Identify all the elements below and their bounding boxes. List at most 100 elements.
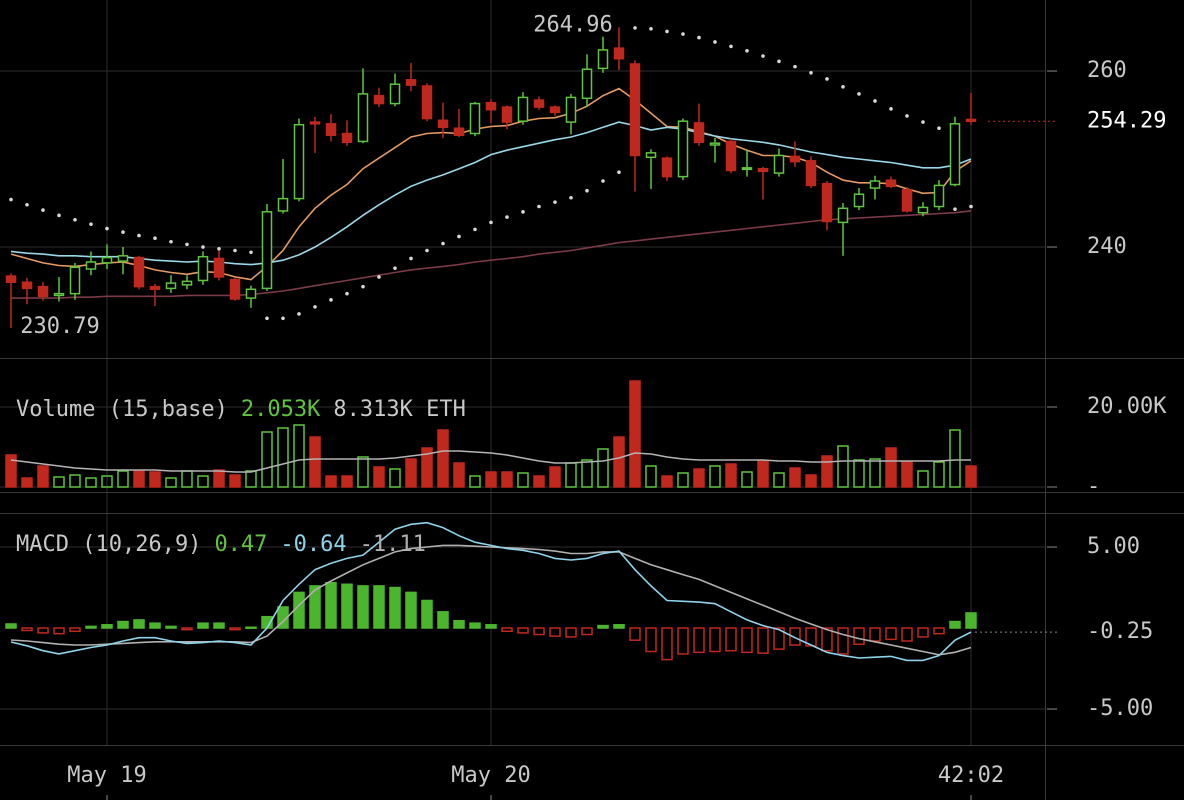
y-tick-label: 240 [1087,234,1127,259]
macd-histogram-bar [949,620,961,629]
candle-body [885,179,897,188]
volume-bar [341,475,353,488]
volume-bar [453,462,465,488]
y-tick-label: - [1087,474,1100,499]
sar-dot [137,233,141,238]
sar-dot [153,236,157,241]
candle-body [293,123,305,200]
sar-dot [745,48,749,53]
candle-body [229,278,241,300]
sar-dot [281,316,285,321]
sar-dot [441,241,445,246]
y-tick-label: 20.00K [1087,394,1167,419]
candle-body [357,93,369,143]
macd-histogram-bar [117,620,129,629]
sar-dot [457,234,461,239]
candle-body [469,102,481,135]
macd-histogram-bar [469,622,481,629]
sar-dot [121,230,125,234]
macd-histogram-bar [533,627,545,636]
candle-body [933,184,945,208]
sar-dot [361,284,365,289]
volume-bar [661,475,673,488]
macd-histogram-bar [693,627,705,654]
panel-title: Volume (15,base) [16,397,228,422]
sar-dot [729,44,733,49]
macd-histogram-bar [677,627,689,655]
candle-body [613,47,625,60]
volume-bar [85,477,97,488]
volume-bar [69,474,81,488]
sar-dot [425,248,429,253]
candle-body [341,132,353,144]
macd-histogram-bar [53,627,65,635]
sar-dot [345,291,349,296]
candle-body [533,99,545,108]
sar-dot [217,246,221,251]
volume-bar [261,431,273,488]
sar-dot [409,256,413,261]
volume-bar [677,472,689,488]
sar-dot [585,188,589,193]
sar-dot [233,248,237,253]
volume-bar [773,472,785,488]
last-value-label: -0.25 [1087,619,1153,644]
sar-dot [169,239,173,244]
macd-histogram-bar [213,622,225,629]
sar-dot [809,70,813,75]
volume-bar [469,475,481,488]
volume-bar [437,429,449,488]
sar-dot [313,305,317,309]
sar-dot [937,126,941,131]
volume-bar [501,471,513,488]
panel-legend: MACD (10,26,9) 0.47 -0.64 -1.11 [16,532,426,557]
sar-dot [761,54,765,58]
macd-histogram-bar [549,627,561,637]
candle-body [789,155,801,163]
macd-histogram-bar [773,627,785,650]
panel-title: MACD (10,26,9) [16,532,201,557]
sar-dot [617,170,621,175]
last-price-label: 254.29 [1087,108,1166,133]
candle-body [53,292,65,297]
macd-histogram-bar [149,622,161,629]
candle-body [597,49,609,70]
candle-body [37,285,49,298]
sar-dot [841,85,845,89]
candle-body [101,256,113,264]
macd-histogram-bar [325,581,337,629]
macd-histogram-bar [821,627,833,652]
sar-dot [873,99,877,103]
volume-bar [885,447,897,488]
macd-histogram-bar [661,627,673,661]
candle-body [661,157,673,178]
candle-body [917,206,929,214]
volume-bar [821,455,833,488]
volume-bar [949,429,961,488]
panel-legend: Volume (15,base) 2.053K 8.313K ETH [16,397,466,422]
macd-histogram-bar [437,611,449,629]
sar-dot [73,217,77,222]
volume-bar [597,448,609,488]
macd-histogram-bar [629,627,641,641]
candle-body [437,119,449,129]
candle-body [149,285,161,291]
candle-body [405,79,417,86]
candle-body [389,83,401,105]
macd-histogram-bar [357,585,369,629]
macd-histogram-bar [453,619,465,629]
candle-body [837,207,849,224]
sar-dot [89,222,93,226]
macd-histogram-bar [37,627,49,634]
volume-bar [933,461,945,488]
volume-bar [613,436,625,488]
sar-dot [329,298,333,302]
candle-body [517,96,529,122]
volume-bar [405,458,417,488]
volume-bar [853,459,865,488]
macd-histogram-bar [645,627,657,653]
candle-body [677,120,689,178]
volume-bar [741,471,753,488]
candle-body [69,266,81,295]
